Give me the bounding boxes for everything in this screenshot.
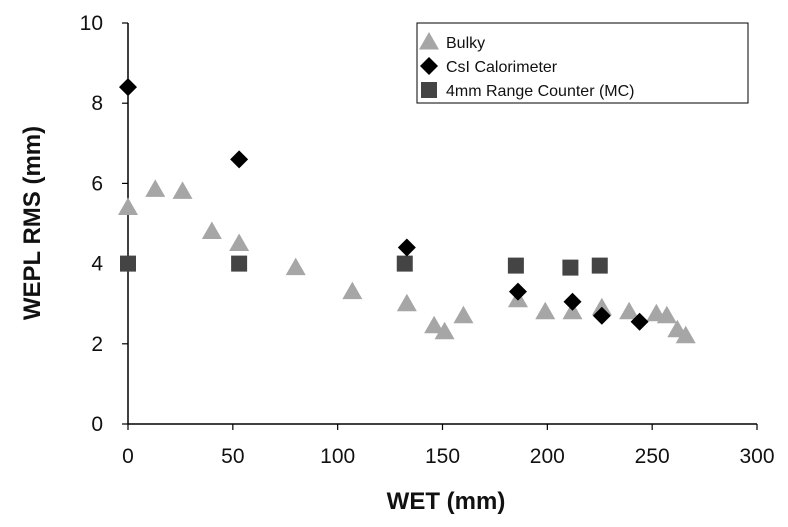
- square-point: [507, 257, 524, 274]
- x-tick-label: 150: [425, 445, 460, 468]
- square-point: [396, 255, 413, 272]
- triangle-point: [285, 257, 306, 276]
- legend-box: [416, 22, 749, 104]
- triangle-point: [453, 305, 474, 324]
- square-point: [120, 255, 136, 272]
- diamond-point: [397, 238, 416, 257]
- square-point: [562, 259, 579, 276]
- triangle-point: [201, 221, 222, 240]
- triangle-point: [396, 293, 417, 312]
- triangle-point: [591, 297, 612, 316]
- diamond-point: [230, 150, 249, 169]
- x-tick-label: 250: [635, 445, 670, 468]
- legend: Bulky CsI Calorimeter 4mm Range Counter (M…: [416, 22, 749, 104]
- x-tick-label: 200: [530, 445, 565, 468]
- triangle-point: [424, 315, 445, 334]
- diamond-point: [119, 78, 137, 97]
- y-tick-label: 10: [80, 12, 103, 35]
- triangle-point: [619, 301, 640, 320]
- triangle-point: [118, 197, 138, 215]
- legend-label: Bulky: [446, 35, 485, 52]
- square-point: [231, 255, 248, 272]
- triangle-point: [434, 321, 455, 340]
- legend-square-marker: [421, 82, 437, 98]
- y-tick-label: 2: [91, 333, 103, 356]
- tick-labels: 0 50 100 150 200 250 300 0 2 4 6 8 10: [80, 12, 775, 468]
- y-tick-label: 4: [91, 253, 103, 276]
- x-tick-label: 100: [320, 445, 355, 468]
- x-tick-label: 0: [122, 445, 134, 468]
- y-tick-label: 6: [91, 172, 103, 195]
- triangle-point: [656, 305, 677, 324]
- y-axis-title: WEPL RMS (mm): [19, 126, 46, 320]
- triangle-point: [342, 281, 363, 300]
- triangle-point: [145, 179, 166, 197]
- legend-triangle-marker: [419, 32, 439, 50]
- y-tick-label: 0: [91, 413, 103, 436]
- legend-label: 4mm Range Counter (MC): [446, 83, 635, 100]
- triangle-point: [172, 181, 193, 199]
- y-tick-label: 8: [91, 92, 103, 115]
- triangle-point: [675, 325, 696, 344]
- diamond-point: [508, 282, 527, 301]
- square-point: [591, 257, 608, 274]
- triangle-point: [535, 301, 556, 320]
- x-axis-title: WET (mm): [387, 488, 506, 515]
- diamond-point: [563, 292, 582, 311]
- data-points: [118, 78, 696, 344]
- diamond-point: [630, 312, 649, 331]
- x-tick-label: 300: [739, 445, 774, 468]
- legend-label: CsI Calorimeter: [446, 59, 558, 76]
- triangle-point: [229, 233, 250, 252]
- x-tick-label: 50: [221, 445, 244, 468]
- diamond-point: [592, 306, 611, 325]
- legend-diamond-marker: [420, 57, 438, 75]
